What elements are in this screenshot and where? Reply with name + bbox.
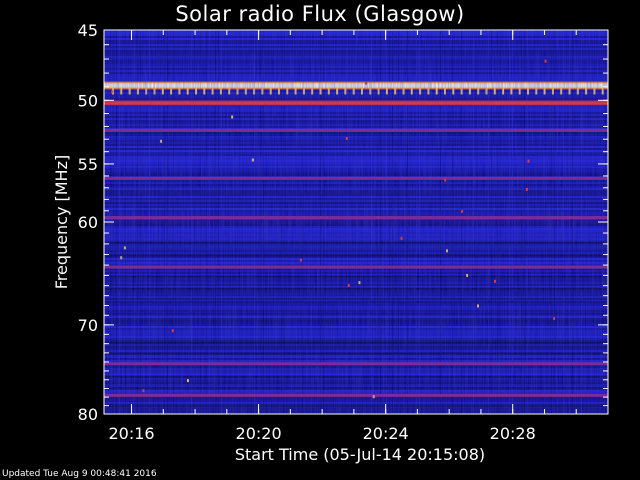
y-tick-label: 55 — [78, 155, 98, 174]
x-tick-label: 20:28 — [490, 424, 536, 443]
heatmap-noise-overlay — [104, 30, 608, 414]
x-tick-label: 20:24 — [363, 424, 409, 443]
spectrogram-heatmap — [104, 30, 608, 414]
y-tick-label: 60 — [78, 213, 98, 232]
x-axis-label: Start Time (05-Jul-14 20:15:08) — [234, 445, 486, 464]
chart-axes: 45 50 55 60 70 80 20:16 20:20 20:24 20:28 — [78, 21, 609, 443]
y-tick-label: 50 — [78, 91, 98, 110]
y-tick-label: 45 — [78, 21, 98, 40]
x-tick-label: 20:20 — [236, 424, 282, 443]
x-tick-label: 20:16 — [108, 424, 154, 443]
y-axis-label: Frequency [MHz] — [52, 154, 71, 290]
y-tick-label: 80 — [78, 405, 98, 424]
y-tick-label: 70 — [78, 316, 98, 335]
chart-title: Solar radio Flux (Glasgow) — [175, 2, 465, 26]
updated-timestamp: Updated Tue Aug 9 00:48:41 2016 — [2, 469, 157, 479]
